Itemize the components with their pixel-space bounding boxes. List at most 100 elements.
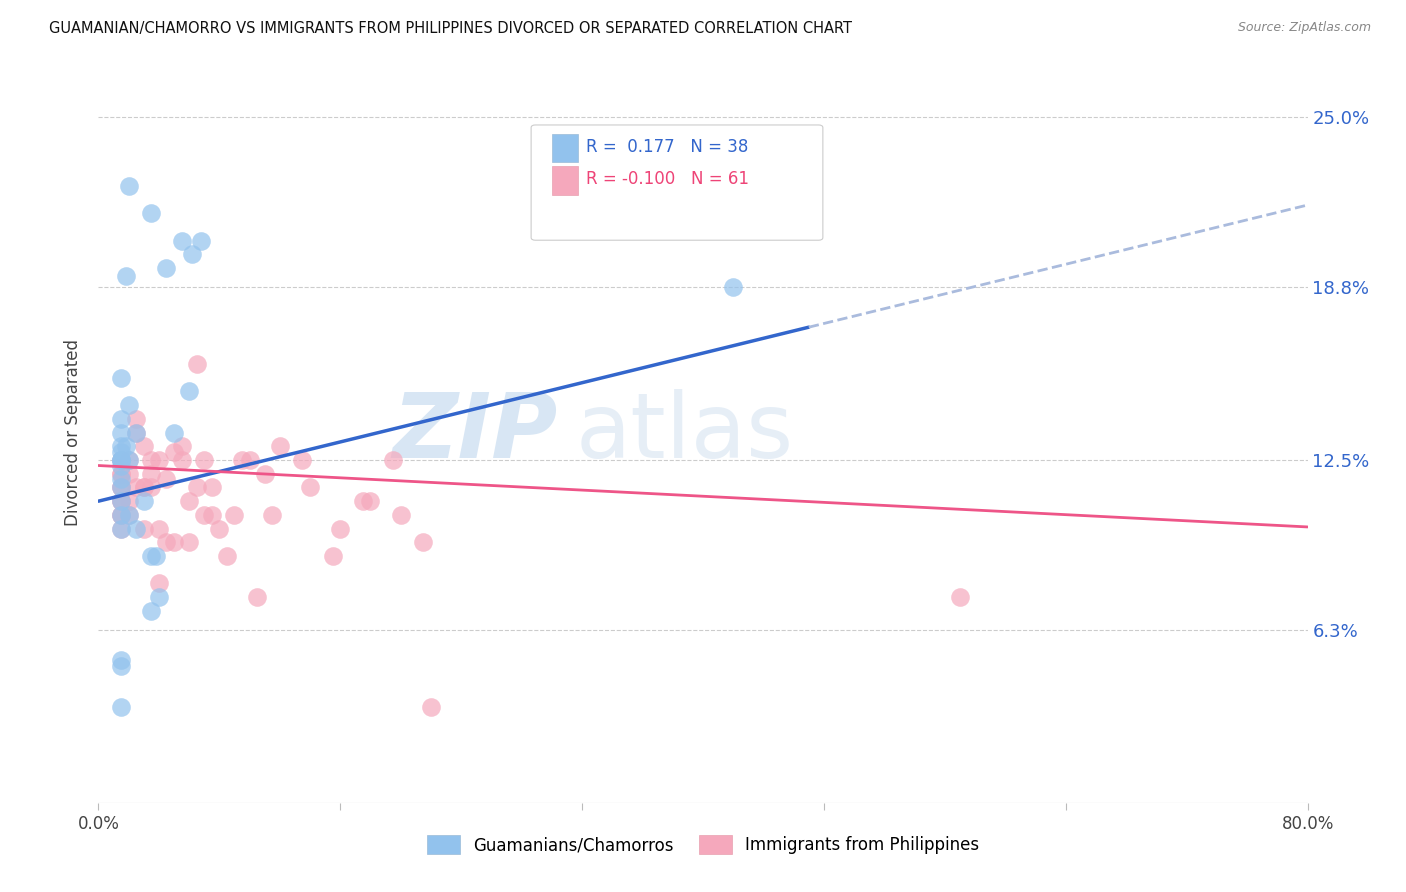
Point bbox=[110, 522, 132, 536]
Point bbox=[110, 439, 132, 453]
Point bbox=[114, 439, 136, 453]
Point bbox=[179, 384, 201, 399]
Point bbox=[141, 549, 163, 563]
Point bbox=[723, 280, 745, 294]
Point bbox=[110, 658, 132, 673]
Point bbox=[110, 412, 132, 426]
Point bbox=[186, 480, 208, 494]
Point bbox=[110, 699, 132, 714]
Point bbox=[148, 453, 170, 467]
Point bbox=[125, 425, 148, 440]
Point bbox=[141, 453, 163, 467]
Point bbox=[215, 549, 238, 563]
Point bbox=[110, 458, 132, 473]
Point bbox=[148, 522, 170, 536]
Point bbox=[114, 269, 136, 284]
Point bbox=[110, 522, 132, 536]
Point bbox=[262, 508, 284, 522]
Point bbox=[382, 453, 405, 467]
Point bbox=[118, 494, 141, 508]
Point bbox=[170, 453, 193, 467]
Point bbox=[239, 453, 262, 467]
Point bbox=[110, 494, 132, 508]
Point bbox=[253, 467, 276, 481]
Point bbox=[110, 480, 132, 494]
Point bbox=[125, 412, 148, 426]
Point bbox=[118, 178, 141, 193]
Point bbox=[118, 398, 141, 412]
Point bbox=[170, 439, 193, 453]
Point bbox=[141, 480, 163, 494]
Point bbox=[329, 522, 352, 536]
Point bbox=[118, 467, 141, 481]
Point bbox=[949, 590, 972, 604]
Point bbox=[322, 549, 344, 563]
Point bbox=[148, 576, 170, 591]
Point bbox=[110, 472, 132, 486]
Point bbox=[190, 234, 212, 248]
Point bbox=[155, 261, 177, 276]
Point bbox=[208, 522, 231, 536]
Text: R =  0.177   N = 38: R = 0.177 N = 38 bbox=[586, 137, 748, 156]
Point bbox=[141, 604, 163, 618]
Legend: Guamanians/Chamorros, Immigrants from Philippines: Guamanians/Chamorros, Immigrants from Ph… bbox=[420, 829, 986, 861]
Point bbox=[148, 590, 170, 604]
Point bbox=[125, 480, 148, 494]
Point bbox=[193, 508, 215, 522]
Point bbox=[110, 480, 132, 494]
Point bbox=[201, 508, 224, 522]
Point bbox=[110, 445, 132, 459]
Point bbox=[181, 247, 204, 261]
Point bbox=[110, 494, 132, 508]
Point bbox=[141, 467, 163, 481]
Point bbox=[132, 494, 155, 508]
Point bbox=[163, 535, 186, 549]
Point bbox=[125, 425, 148, 440]
Point bbox=[110, 467, 132, 481]
Text: atlas: atlas bbox=[576, 389, 794, 476]
Y-axis label: Divorced or Separated: Divorced or Separated bbox=[65, 339, 83, 526]
Text: GUAMANIAN/CHAMORRO VS IMMIGRANTS FROM PHILIPPINES DIVORCED OR SEPARATED CORRELAT: GUAMANIAN/CHAMORRO VS IMMIGRANTS FROM PH… bbox=[49, 21, 852, 36]
Point bbox=[231, 453, 253, 467]
Point bbox=[141, 206, 163, 220]
Point bbox=[110, 453, 132, 467]
Point bbox=[132, 522, 155, 536]
Point bbox=[118, 508, 141, 522]
Point bbox=[110, 467, 132, 481]
Text: ZIP: ZIP bbox=[392, 389, 558, 476]
Point bbox=[132, 480, 155, 494]
Point bbox=[110, 453, 132, 467]
Point bbox=[420, 699, 443, 714]
Point bbox=[110, 453, 132, 467]
Text: R = -0.100   N = 61: R = -0.100 N = 61 bbox=[586, 169, 749, 188]
Point bbox=[179, 535, 201, 549]
Point bbox=[179, 494, 201, 508]
Point bbox=[186, 357, 208, 371]
Point bbox=[132, 439, 155, 453]
Point bbox=[201, 480, 224, 494]
Point bbox=[163, 445, 186, 459]
Point bbox=[125, 522, 148, 536]
Point bbox=[224, 508, 246, 522]
Point bbox=[269, 439, 291, 453]
Point bbox=[110, 480, 132, 494]
Point bbox=[110, 508, 132, 522]
Text: Source: ZipAtlas.com: Source: ZipAtlas.com bbox=[1237, 21, 1371, 34]
Point bbox=[291, 453, 314, 467]
Point bbox=[352, 494, 374, 508]
Point bbox=[110, 425, 132, 440]
Point bbox=[110, 508, 132, 522]
Point bbox=[155, 472, 177, 486]
Point bbox=[110, 494, 132, 508]
Point bbox=[110, 453, 132, 467]
Point bbox=[163, 425, 186, 440]
Point bbox=[246, 590, 269, 604]
Point bbox=[170, 234, 193, 248]
Point bbox=[132, 480, 155, 494]
Point bbox=[155, 535, 177, 549]
Point bbox=[110, 371, 132, 385]
Point bbox=[118, 453, 141, 467]
Point bbox=[118, 508, 141, 522]
Point bbox=[389, 508, 412, 522]
Point bbox=[145, 549, 167, 563]
